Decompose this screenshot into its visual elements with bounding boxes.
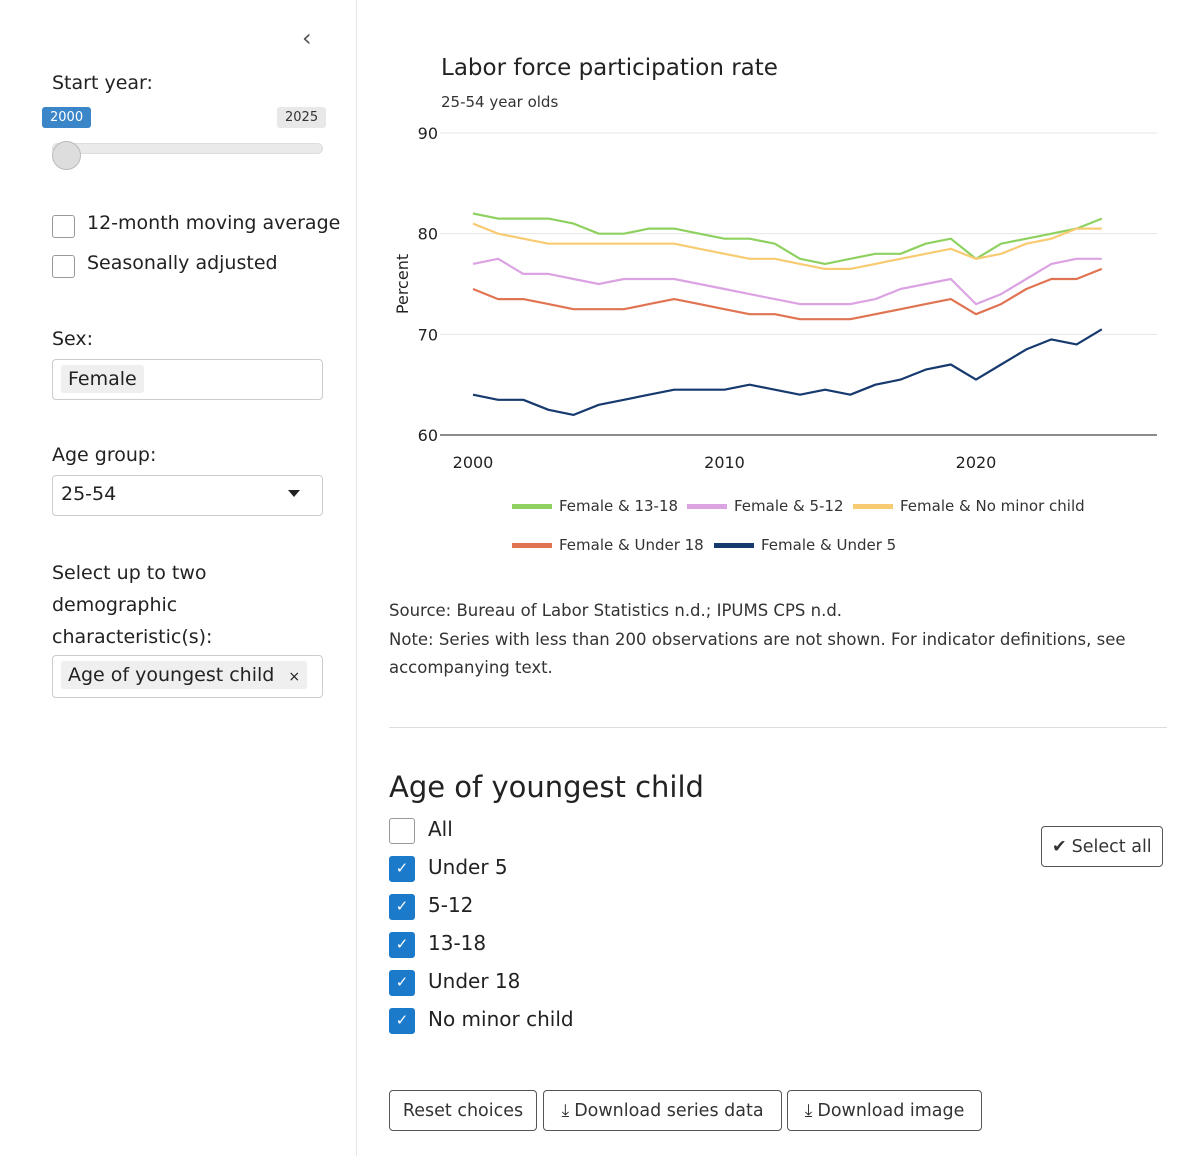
demographic-select[interactable]: Age of youngest child ×	[52, 655, 323, 698]
legend-item[interactable]: Female & 13-18	[512, 497, 678, 515]
option-checkbox[interactable]: ✓	[389, 856, 415, 882]
age-group-value: 25-54	[61, 483, 117, 505]
y-axis-label: Percent	[393, 254, 412, 314]
sex-select[interactable]: Female	[52, 359, 323, 400]
seasonally-adjusted-label: Seasonally adjusted	[87, 252, 278, 274]
legend-swatch	[714, 542, 754, 548]
y-tick-label: 80	[418, 225, 438, 244]
option-label: 13-18	[428, 931, 487, 955]
legend-label: Female & 13-18	[559, 497, 679, 515]
legend-swatch	[512, 542, 552, 548]
demographic-label: Select up to two demographic characteris…	[52, 562, 213, 648]
caret-down-icon	[288, 490, 300, 497]
legend-label: Female & No minor child	[900, 497, 1085, 515]
x-tick-label: 2020	[956, 453, 997, 472]
start-year-slider-handle[interactable]	[52, 141, 81, 170]
legend-item[interactable]: Female & Under 18	[512, 536, 704, 554]
legend-label: Female & 5-12	[734, 497, 844, 515]
moving-average-checkbox[interactable]	[52, 215, 75, 238]
collapse-sidebar-chevron-left-icon[interactable]: ‹	[302, 24, 312, 52]
option-label: 5-12	[428, 893, 474, 917]
select-all-button[interactable]: ✔ Select all	[1041, 826, 1163, 867]
x-tick-label: 2010	[704, 453, 745, 472]
y-tick-label: 90	[418, 124, 438, 143]
age-group-select[interactable]: 25-54	[52, 475, 323, 516]
slider-max-badge: 2025	[277, 107, 327, 128]
download-series-data-button[interactable]: ⤓ Download series data	[543, 1090, 782, 1131]
double-check-icon: ✔	[1052, 836, 1067, 857]
download-image-button[interactable]: ⤓ Download image	[787, 1090, 982, 1131]
note-text-continued: accompanying text.	[389, 658, 553, 677]
demographic-chip: Age of youngest child ×	[61, 661, 308, 689]
y-tick-label: 60	[418, 426, 438, 445]
series-line	[472, 257, 1102, 306]
option-checkbox[interactable]: ✓	[389, 1008, 415, 1034]
option-label: No minor child	[428, 1007, 574, 1031]
age-group-label: Age group:	[52, 444, 157, 466]
seasonally-adjusted-checkbox[interactable]	[52, 255, 75, 278]
legend-swatch	[512, 503, 552, 509]
download-image-label: Download image	[817, 1100, 965, 1121]
option-label: Under 18	[428, 969, 521, 993]
select-all-label: Select all	[1071, 836, 1152, 857]
sex-chip: Female	[61, 365, 144, 393]
series-line	[472, 328, 1103, 416]
reset-choices-button[interactable]: Reset choices	[389, 1090, 537, 1131]
download-data-label: Download series data	[574, 1100, 764, 1121]
series-line	[472, 267, 1103, 321]
remove-chip-icon[interactable]: ×	[288, 669, 301, 685]
chart-subtitle: 25-54 year olds	[441, 93, 559, 111]
moving-average-label: 12-month moving average	[87, 212, 341, 234]
chart-title: Labor force participation rate	[441, 55, 778, 81]
legend-label: Female & Under 5	[761, 536, 897, 554]
download-icon: ⤓	[804, 1100, 813, 1121]
start-year-label: Start year:	[52, 72, 153, 94]
legend-swatch	[853, 503, 893, 509]
option-checkbox[interactable]: ✓	[389, 932, 415, 958]
demographic-chip-label: Age of youngest child	[68, 664, 275, 686]
section-title: Age of youngest child	[389, 770, 704, 804]
option-label: All	[428, 817, 453, 841]
slider-value-badge: 2000	[42, 107, 92, 128]
option-checkbox[interactable]	[389, 818, 415, 844]
legend-item[interactable]: Female & No minor child	[853, 497, 1085, 515]
sex-label: Sex:	[52, 328, 94, 350]
x-tick-label: 2000	[453, 453, 494, 472]
source-text: Source: Bureau of Labor Statistics n.d.;…	[389, 601, 843, 620]
legend-item[interactable]: Female & 5-12	[687, 497, 844, 515]
option-checkbox[interactable]: ✓	[389, 894, 415, 920]
legend-label: Female & Under 18	[559, 536, 704, 554]
option-label: Under 5	[428, 855, 508, 879]
line-chart: 60 70 80 90 2000 2010 2020 Percent	[393, 124, 1157, 472]
series-line	[472, 212, 1103, 265]
y-tick-label: 70	[418, 325, 438, 344]
series-line	[472, 222, 1102, 270]
sidebar: ‹ Start year: 2000 2025 12-month moving …	[0, 0, 357, 1156]
option-checkbox[interactable]: ✓	[389, 970, 415, 996]
divider	[389, 727, 1167, 728]
download-icon: ⤓	[561, 1100, 570, 1121]
note-text: Note: Series with less than 200 observat…	[389, 630, 1126, 649]
legend-swatch	[687, 503, 727, 509]
reset-label: Reset choices	[402, 1100, 524, 1121]
legend-item[interactable]: Female & Under 5	[714, 536, 896, 554]
